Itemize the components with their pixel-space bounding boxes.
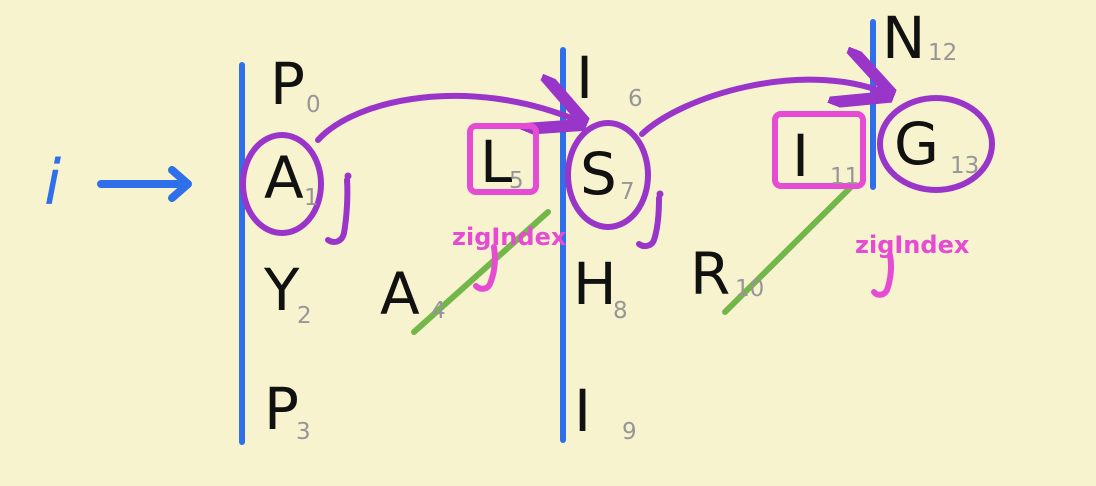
circle-a1 [240, 132, 324, 236]
letter-p3: P [264, 375, 299, 443]
letter-p0: P [270, 50, 305, 118]
index-3: 3 [296, 419, 311, 445]
pointer-i: i [44, 146, 192, 219]
index-7: 7 [620, 179, 635, 205]
index-9: 9 [622, 419, 637, 445]
index-11: 11 [830, 164, 859, 190]
letter-s7: S [580, 140, 617, 208]
letter-a1: A [264, 144, 304, 212]
letter-y2: Y [263, 256, 300, 324]
letter-i9: I [574, 377, 591, 445]
pointer-zig-label-2: zigIndex [855, 231, 970, 259]
circle-s7 [565, 120, 651, 230]
index-6: 6 [628, 86, 643, 112]
pointer-zig-icon-2 [871, 252, 894, 298]
pointer-i-label: i [44, 146, 61, 219]
pointer-j-dot-1 [344, 172, 352, 180]
index-13: 13 [950, 153, 979, 179]
pointer-j-dot-2 [656, 190, 664, 198]
jump-arc-2 [639, 80, 883, 137]
index-0: 0 [306, 92, 321, 118]
letter-i11: I [792, 122, 809, 190]
index-10: 10 [735, 276, 764, 302]
letter-a4: A [380, 260, 420, 328]
diagonal-line-2 [722, 185, 853, 315]
letter-n12: N [882, 4, 925, 72]
letter-i6: I [576, 44, 593, 112]
diagonal-line-1 [411, 209, 551, 335]
letter-r10: R [690, 240, 730, 308]
pointer-j-icon-2 [636, 195, 662, 250]
letter-g13: G [894, 110, 939, 178]
pointer-zig-icon-1 [473, 244, 498, 292]
pointer-zig-label-1: zigIndex [452, 223, 567, 251]
pointer-j-icon-1 [325, 177, 351, 245]
pointer-i-arrow-icon [97, 166, 192, 202]
circle-g13 [877, 95, 995, 193]
jump-arc-1 [315, 96, 576, 143]
index-4: 4 [431, 298, 446, 324]
letter-h8: H [573, 250, 617, 318]
index-2: 2 [297, 303, 312, 329]
index-5: 5 [509, 168, 524, 194]
box-i11 [772, 111, 866, 189]
index-12: 12 [928, 40, 957, 66]
letter-l5: L [480, 128, 512, 196]
index-8: 8 [613, 298, 628, 324]
box-l5 [467, 123, 539, 195]
index-1: 1 [304, 185, 319, 211]
